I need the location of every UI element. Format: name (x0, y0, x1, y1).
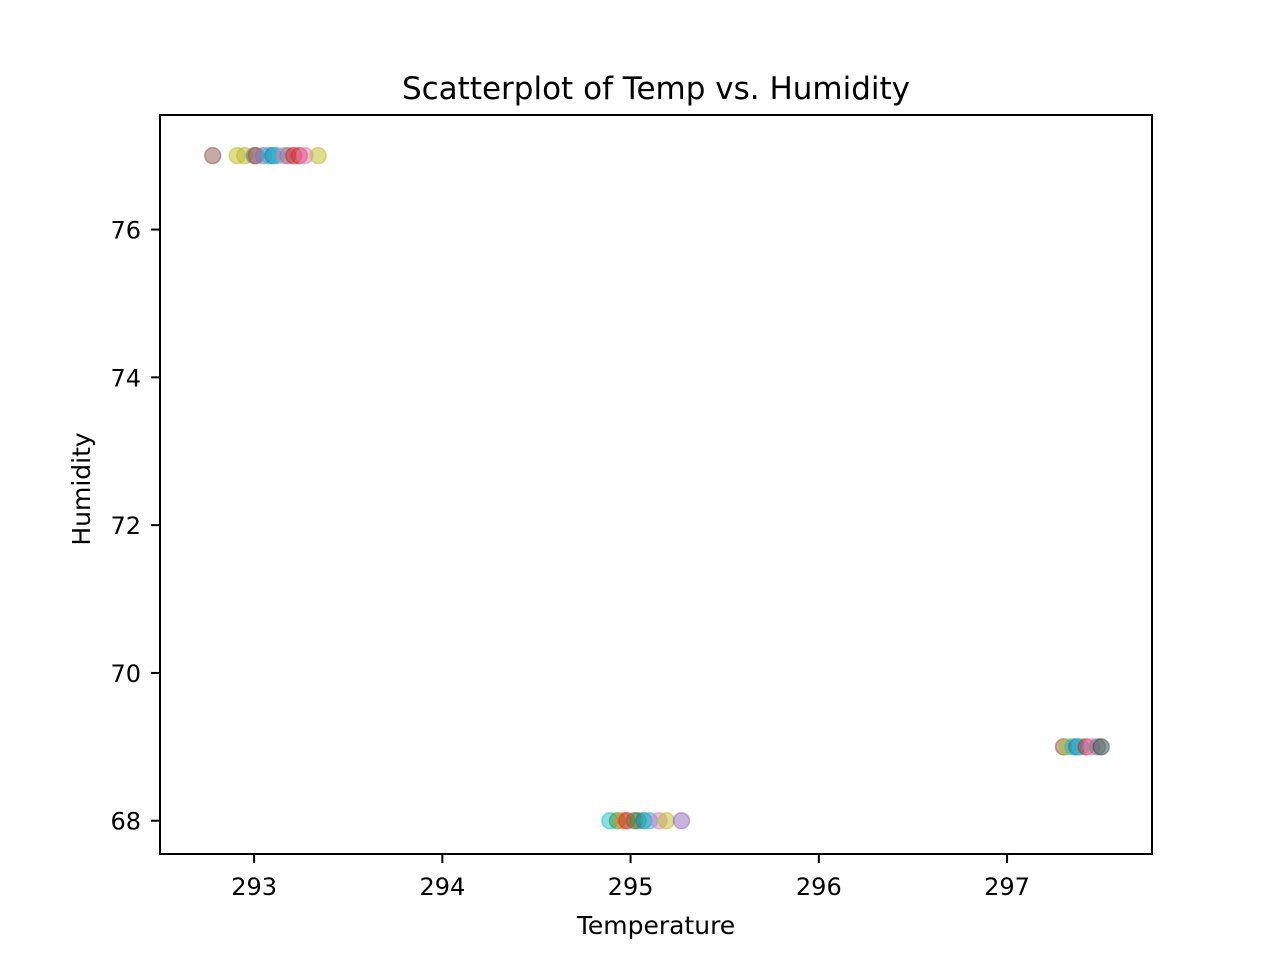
x-axis: 293 294 295 296 297 (231, 854, 1030, 901)
x-tick-label-4: 297 (984, 873, 1030, 901)
scatter-point-0 (203, 146, 222, 165)
y-axis: 68 70 72 74 76 (110, 217, 160, 836)
y-axis-label: Humidity (67, 432, 96, 546)
plot-frame (159, 114, 1153, 855)
x-tick-label-0: 293 (231, 873, 277, 901)
x-axis-label: Temperature (576, 911, 735, 940)
scatter-point-24 (657, 811, 676, 830)
x-tick-label-3: 296 (796, 873, 842, 901)
y-tick-label-4: 76 (110, 217, 141, 245)
y-tick-label-0: 68 (110, 808, 141, 836)
y-tick-label-3: 74 (110, 364, 141, 392)
chart-title: Scatterplot of Temp vs. Humidity (402, 71, 910, 107)
scatter-point-14 (309, 146, 327, 165)
scatter-point-25 (672, 811, 691, 830)
scatter-point-34 (1092, 738, 1110, 756)
points-layer (203, 146, 1110, 830)
y-tick-label-1: 70 (110, 660, 141, 688)
x-tick-label-1: 294 (419, 873, 465, 901)
x-tick-label-2: 295 (608, 873, 654, 901)
y-tick-label-2: 72 (110, 512, 141, 540)
